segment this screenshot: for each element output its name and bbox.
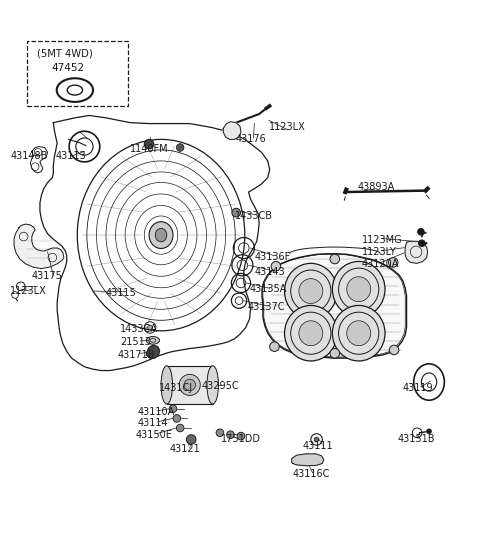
Ellipse shape xyxy=(418,228,424,235)
Ellipse shape xyxy=(179,375,200,396)
Text: 43135A: 43135A xyxy=(250,284,287,294)
Text: 43148B: 43148B xyxy=(10,151,48,161)
Text: 43116C: 43116C xyxy=(293,469,330,480)
Text: 43114: 43114 xyxy=(137,418,168,428)
Ellipse shape xyxy=(156,228,167,242)
Polygon shape xyxy=(262,254,407,358)
Ellipse shape xyxy=(186,435,196,444)
Ellipse shape xyxy=(332,306,385,361)
Ellipse shape xyxy=(388,257,398,267)
Ellipse shape xyxy=(146,337,159,344)
Polygon shape xyxy=(14,224,64,269)
Text: 43111: 43111 xyxy=(302,441,333,451)
Ellipse shape xyxy=(330,254,339,264)
Ellipse shape xyxy=(347,277,371,302)
Text: 43143: 43143 xyxy=(254,267,285,277)
Ellipse shape xyxy=(161,366,172,404)
Text: 1433CB: 1433CB xyxy=(235,211,273,221)
Ellipse shape xyxy=(389,345,399,355)
Ellipse shape xyxy=(237,433,245,440)
Ellipse shape xyxy=(173,415,180,422)
Ellipse shape xyxy=(184,379,195,391)
Ellipse shape xyxy=(176,144,184,151)
Ellipse shape xyxy=(419,240,425,247)
Ellipse shape xyxy=(314,437,319,442)
Text: 1431CJ: 1431CJ xyxy=(158,383,193,393)
Text: 47452: 47452 xyxy=(51,62,84,73)
Text: 43113: 43113 xyxy=(56,151,86,161)
Ellipse shape xyxy=(299,321,323,346)
Text: 1751DD: 1751DD xyxy=(221,435,261,444)
Text: 43110A: 43110A xyxy=(137,407,174,417)
Text: 1123LX: 1123LX xyxy=(10,286,47,296)
Ellipse shape xyxy=(232,208,240,217)
Text: 43171B: 43171B xyxy=(118,350,156,360)
Text: 43137C: 43137C xyxy=(247,302,285,312)
Ellipse shape xyxy=(270,342,279,351)
Ellipse shape xyxy=(207,366,218,404)
Text: 1433CA: 1433CA xyxy=(120,325,158,334)
Ellipse shape xyxy=(271,261,281,271)
Text: 43893A: 43893A xyxy=(357,182,395,192)
Ellipse shape xyxy=(227,431,234,438)
Ellipse shape xyxy=(144,139,154,149)
Ellipse shape xyxy=(427,429,432,434)
Text: 43295C: 43295C xyxy=(202,381,240,391)
Ellipse shape xyxy=(285,263,337,319)
Text: 1123MG: 1123MG xyxy=(362,235,403,245)
Ellipse shape xyxy=(347,321,371,346)
Ellipse shape xyxy=(299,279,323,304)
Ellipse shape xyxy=(332,261,385,317)
Ellipse shape xyxy=(330,349,339,358)
Text: 43121: 43121 xyxy=(169,444,200,454)
Ellipse shape xyxy=(176,424,184,432)
Text: 43119: 43119 xyxy=(403,383,433,393)
Ellipse shape xyxy=(148,325,153,330)
Ellipse shape xyxy=(149,222,173,248)
Polygon shape xyxy=(223,121,241,139)
Text: 21513: 21513 xyxy=(120,337,151,347)
Text: (5MT 4WD): (5MT 4WD) xyxy=(36,48,92,58)
Text: 1140FM: 1140FM xyxy=(130,144,168,154)
Ellipse shape xyxy=(169,405,177,412)
Text: 43176: 43176 xyxy=(235,134,266,144)
Polygon shape xyxy=(292,454,324,466)
Bar xyxy=(167,366,213,404)
Ellipse shape xyxy=(216,429,224,437)
Text: 1123LY: 1123LY xyxy=(362,247,397,257)
Bar xyxy=(27,41,128,106)
Text: 43136F: 43136F xyxy=(254,251,290,262)
Ellipse shape xyxy=(285,306,337,361)
Text: 43175: 43175 xyxy=(32,271,63,281)
Text: 43120A: 43120A xyxy=(362,259,399,269)
Text: 1123LX: 1123LX xyxy=(269,122,305,132)
Polygon shape xyxy=(147,345,159,358)
Text: 43151B: 43151B xyxy=(398,435,435,444)
Polygon shape xyxy=(405,241,428,263)
Text: 43115: 43115 xyxy=(106,288,137,298)
Text: 43150E: 43150E xyxy=(136,430,172,440)
